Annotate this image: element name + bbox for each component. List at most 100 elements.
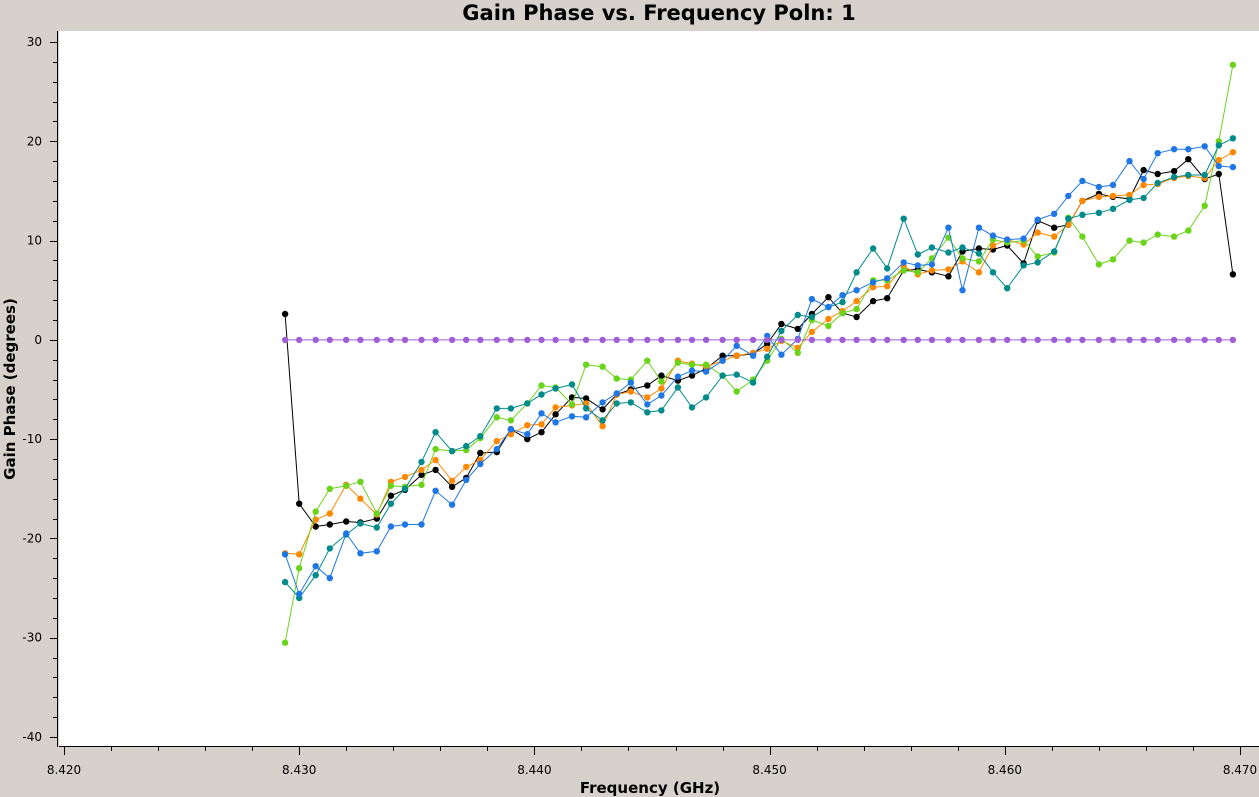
data-point <box>599 336 606 344</box>
data-point <box>1004 236 1011 243</box>
data-point <box>1201 171 1208 179</box>
data-point <box>959 287 966 294</box>
data-point <box>1126 191 1133 199</box>
data-point <box>401 521 409 528</box>
data-point <box>477 336 484 344</box>
data-point <box>281 336 289 344</box>
data-point <box>1140 336 1147 344</box>
data-point <box>281 310 289 318</box>
data-point <box>312 563 319 570</box>
data-point <box>582 395 590 402</box>
data-point <box>1140 181 1147 189</box>
data-point <box>794 336 801 344</box>
data-point <box>975 258 983 265</box>
data-point <box>884 265 891 272</box>
y-tick-label: -10 <box>22 432 42 446</box>
data-point <box>1109 256 1117 263</box>
data-point <box>928 244 936 251</box>
data-point <box>975 224 983 231</box>
data-point <box>1051 336 1058 344</box>
data-point <box>1126 196 1133 204</box>
data-point <box>507 405 515 412</box>
data-point <box>627 399 634 406</box>
data-point <box>387 482 395 489</box>
data-point <box>658 378 665 385</box>
data-point <box>613 390 620 397</box>
data-point <box>507 336 515 344</box>
data-point <box>1095 336 1103 344</box>
data-point <box>432 429 439 436</box>
data-point <box>674 373 682 380</box>
data-point <box>281 578 289 586</box>
data-point <box>401 473 409 481</box>
y-tick-label: 20 <box>27 134 42 148</box>
data-point <box>1154 170 1161 178</box>
data-point <box>432 487 439 494</box>
data-point <box>839 298 846 306</box>
data-point <box>538 429 545 436</box>
data-point <box>778 351 785 358</box>
data-point <box>401 485 409 492</box>
data-point <box>1095 183 1103 191</box>
data-point <box>975 250 983 257</box>
data-point <box>764 345 771 352</box>
data-point <box>507 426 515 433</box>
data-point <box>644 409 651 416</box>
data-point <box>825 336 832 344</box>
data-point <box>627 388 634 395</box>
data-point <box>357 478 364 485</box>
data-point <box>989 232 997 239</box>
data-point <box>914 269 921 276</box>
data-point <box>839 336 846 344</box>
data-point <box>688 404 696 411</box>
data-point <box>1154 231 1161 238</box>
data-point <box>1051 224 1058 231</box>
data-point <box>477 449 484 457</box>
data-point <box>493 437 500 445</box>
data-point <box>1109 336 1117 344</box>
data-point <box>599 406 606 413</box>
data-point <box>778 320 785 328</box>
series-6 <box>281 336 1237 344</box>
data-point <box>552 404 559 411</box>
data-point <box>778 336 785 344</box>
data-point <box>945 266 952 273</box>
y-axis-label: Gain Phase (degrees) <box>1 298 19 480</box>
data-point <box>808 336 816 344</box>
data-point <box>401 336 409 344</box>
data-point <box>1079 233 1086 240</box>
data-point <box>418 336 425 344</box>
data-point <box>1065 336 1072 344</box>
data-point <box>552 419 559 426</box>
data-point <box>582 361 590 368</box>
data-point <box>281 639 289 646</box>
data-point <box>1170 233 1178 240</box>
data-point <box>975 269 983 276</box>
data-point <box>1229 336 1237 344</box>
data-point <box>1109 192 1117 200</box>
data-point <box>1170 336 1178 344</box>
data-point <box>825 315 832 323</box>
ticks-group: 8.420 8.430 8.440 8.450 8.460 8.470 30 20 10 0 -10… <box>22 35 1257 777</box>
data-point <box>733 388 740 395</box>
data-point <box>900 336 907 344</box>
data-point <box>975 245 983 252</box>
x-tick-label: 8.440 <box>517 763 551 777</box>
data-point <box>853 297 860 305</box>
data-point <box>1229 61 1237 68</box>
data-point <box>1170 167 1178 175</box>
data-point <box>959 336 966 344</box>
data-point <box>568 413 576 420</box>
data-point <box>568 401 576 408</box>
data-point <box>1020 235 1027 242</box>
chart-title: Gain Phase vs. Frequency Poln: 1 <box>462 1 855 25</box>
data-point <box>448 447 456 455</box>
data-point <box>538 336 545 344</box>
data-point <box>343 518 350 525</box>
data-point <box>688 367 696 374</box>
data-point <box>432 456 439 464</box>
data-point <box>1201 143 1208 150</box>
data-point <box>418 471 425 479</box>
data-point <box>1004 336 1011 344</box>
y-tick-label: 30 <box>27 35 42 49</box>
